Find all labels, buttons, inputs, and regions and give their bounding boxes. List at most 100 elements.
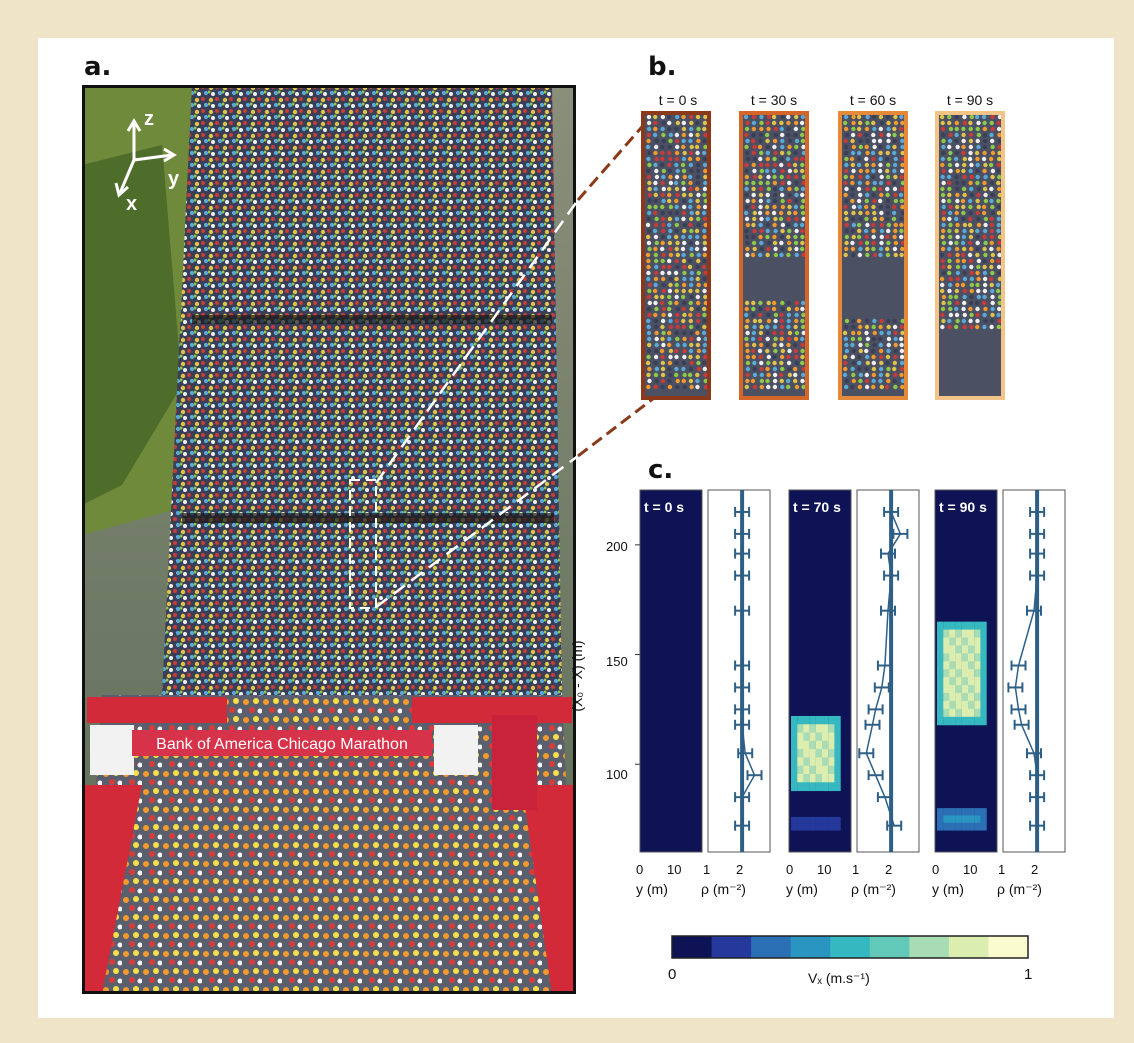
heatmap-cell [797,765,804,775]
y-axis-label: y [168,168,180,190]
heatmap-cell [815,749,823,758]
heatmap-cell [834,715,841,725]
heatmap-cell [822,732,829,742]
heatmap-cell [955,700,962,710]
heatmap-cell [797,740,804,750]
heatmap-cell [974,808,981,816]
heatmap-cell [974,716,981,726]
heatmap-cell [943,653,950,662]
heatmap-cell [822,757,829,767]
colorbar-segment [672,936,713,958]
heatmap-cell [815,773,823,783]
velocity-heatmap: t = 70 s [788,489,852,853]
density-frame [856,489,920,853]
heatmap-x-title: y (m) [932,881,964,897]
heatmap-cell [828,765,835,775]
heatmap-cell [961,645,969,654]
heatmap-cell [809,749,816,758]
heatmap-cell [968,645,975,654]
heatmap-cell [949,808,956,816]
heatmap-cell [961,815,969,824]
heatmap-cell [791,740,798,750]
heatmap-cell [828,732,835,742]
heatmap-cell [943,808,950,816]
heatmap-cell [937,661,944,670]
heatmap-cell [980,677,987,686]
heatmap-cell [803,732,810,742]
colorbar-segment [909,936,950,958]
heatmap-cell [815,715,823,725]
heatmap-cell [822,782,829,792]
panel-b-label: b. [648,52,677,82]
heatmap-cell [809,732,816,742]
heatmap-cell [961,708,969,718]
heatmap-cell [943,677,950,686]
heatmap-cell [968,621,975,631]
panel-c-label: c. [648,455,674,485]
heatmap-cell [980,815,987,824]
heatmap-cell [828,724,835,734]
heatmap-cell [797,782,804,792]
heatmap-cell [961,661,969,670]
heatmap-cell [828,715,835,725]
heatmap-cell [980,621,987,631]
heatmap-cell [961,822,969,831]
heatmap-cell [974,815,981,824]
heatmap-cell [968,822,975,831]
heatmap-cell [955,669,962,678]
heatmap-cell [791,724,798,734]
heatmap-cell [937,815,944,824]
heatmap-cell [791,823,798,831]
heatmap-cell [803,749,810,758]
heatmap-cell [943,700,950,710]
heatmap-cell [968,808,975,816]
heatmap-cell [968,637,975,646]
heatmap-cell [974,708,981,718]
heatmap-frame [788,489,852,853]
heatmap-cell [828,823,835,831]
heatmap-cell [961,716,969,726]
heatmap-cell [968,693,975,702]
heatmap-cell [980,700,987,710]
heatmap-cell [968,629,975,639]
crowd-frame [641,111,711,400]
heatmap-cell [943,693,950,702]
heatmap-cell [815,757,823,767]
heatmap-cell [968,708,975,718]
heatmap-cell [980,645,987,654]
heatmap-cell [955,653,962,662]
heatmap-cell [961,700,969,710]
marathon-photo: Bank of America Chicago Marathon z y x [82,85,576,994]
density-x-title: ρ (m⁻²) [851,881,896,897]
heatmap-cell [974,629,981,639]
heatmap-cell [974,822,981,831]
heatmap-cell [937,716,944,726]
heatmap-x-tick: 10 [667,862,682,877]
heatmap-cell [822,816,829,824]
heatmap-cell [937,645,944,654]
heatmap-cell [834,816,841,824]
heatmap-cell [803,724,810,734]
heatmap-cell [791,773,798,783]
heatmap-cell [980,685,987,694]
heatmap-cell [822,715,829,725]
heatmap-cell [949,621,956,631]
heatmap-cell [797,732,804,742]
heatmap-cell [815,732,823,742]
heatmap-cell [949,708,956,718]
heatmap-cell [980,808,987,816]
heatmap-x-tick: 0 [786,862,794,877]
heatmap-cell [834,773,841,783]
heatmap-cell [968,653,975,662]
heatmap-cell [980,716,987,726]
heatmap-cell [828,816,835,824]
heatmap-cell [809,773,816,783]
heatmap-cell [943,637,950,646]
heatmap-cell [974,661,981,670]
heatmap-cell [961,669,969,678]
snapshot-time-label: t = 90 s [939,499,987,515]
frame-time-label: t = 0 s [658,92,698,108]
heatmap-cell [809,816,816,824]
heatmap-cell [834,749,841,758]
heatmap-cell [937,669,944,678]
